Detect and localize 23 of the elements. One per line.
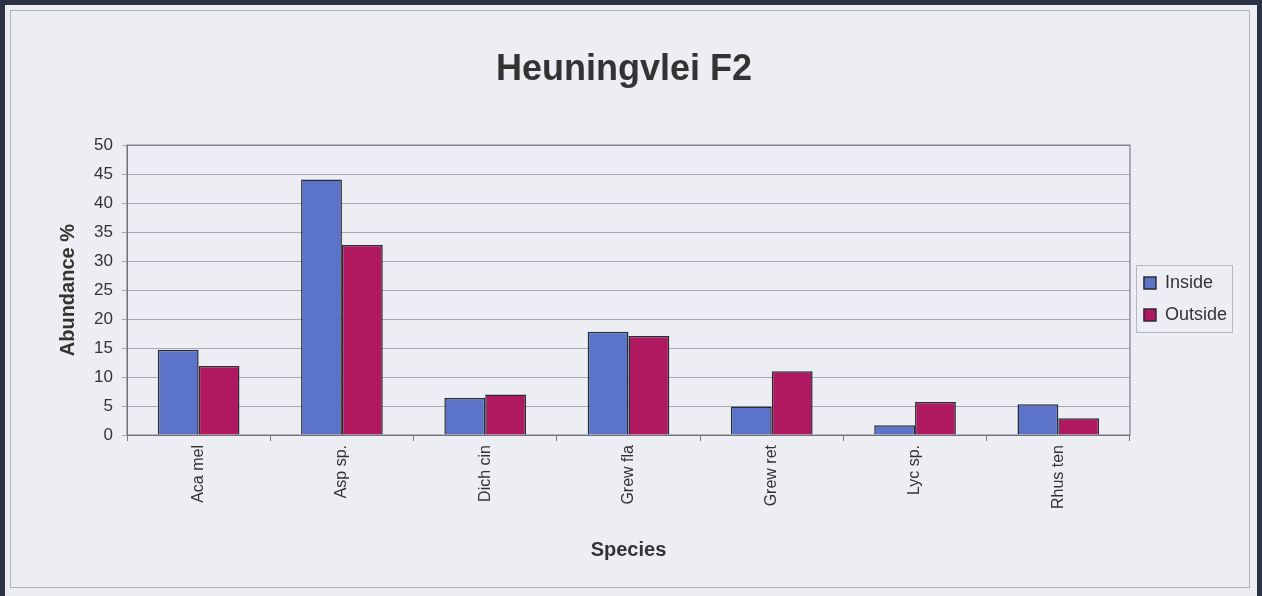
y-tick-label: 5: [103, 395, 113, 415]
x-tick-label: Rhus ten: [1048, 445, 1066, 510]
y-tick-label: 25: [94, 279, 113, 299]
x-tick-label: Grew ret: [762, 444, 780, 507]
y-tick-label: 0: [103, 424, 113, 444]
y-axis-title: Abundance %: [55, 223, 78, 357]
x-axis-title: Species: [590, 537, 667, 560]
legend-label: Inside: [1164, 271, 1214, 292]
chart-title: Heuningvlei F2: [495, 46, 753, 88]
x-tick-label: Asp sp.: [332, 445, 350, 499]
legend-label: Outside: [1164, 303, 1228, 324]
x-tick-label: Aca mel: [189, 445, 207, 503]
y-tick-label: 20: [94, 308, 113, 328]
x-tick-label: Dich cin: [475, 445, 493, 502]
y-tick-label: 15: [94, 337, 113, 357]
y-tick-label: 30: [94, 250, 113, 270]
y-tick-label: 45: [94, 163, 113, 183]
y-tick-label: 35: [94, 221, 113, 241]
x-tick-label: Lyc sp.: [905, 445, 923, 496]
y-tick-label: 10: [94, 366, 113, 386]
y-tick-label: 40: [94, 192, 113, 212]
x-tick-label: Grew fla: [618, 444, 636, 505]
y-tick-label: 50: [94, 134, 113, 154]
